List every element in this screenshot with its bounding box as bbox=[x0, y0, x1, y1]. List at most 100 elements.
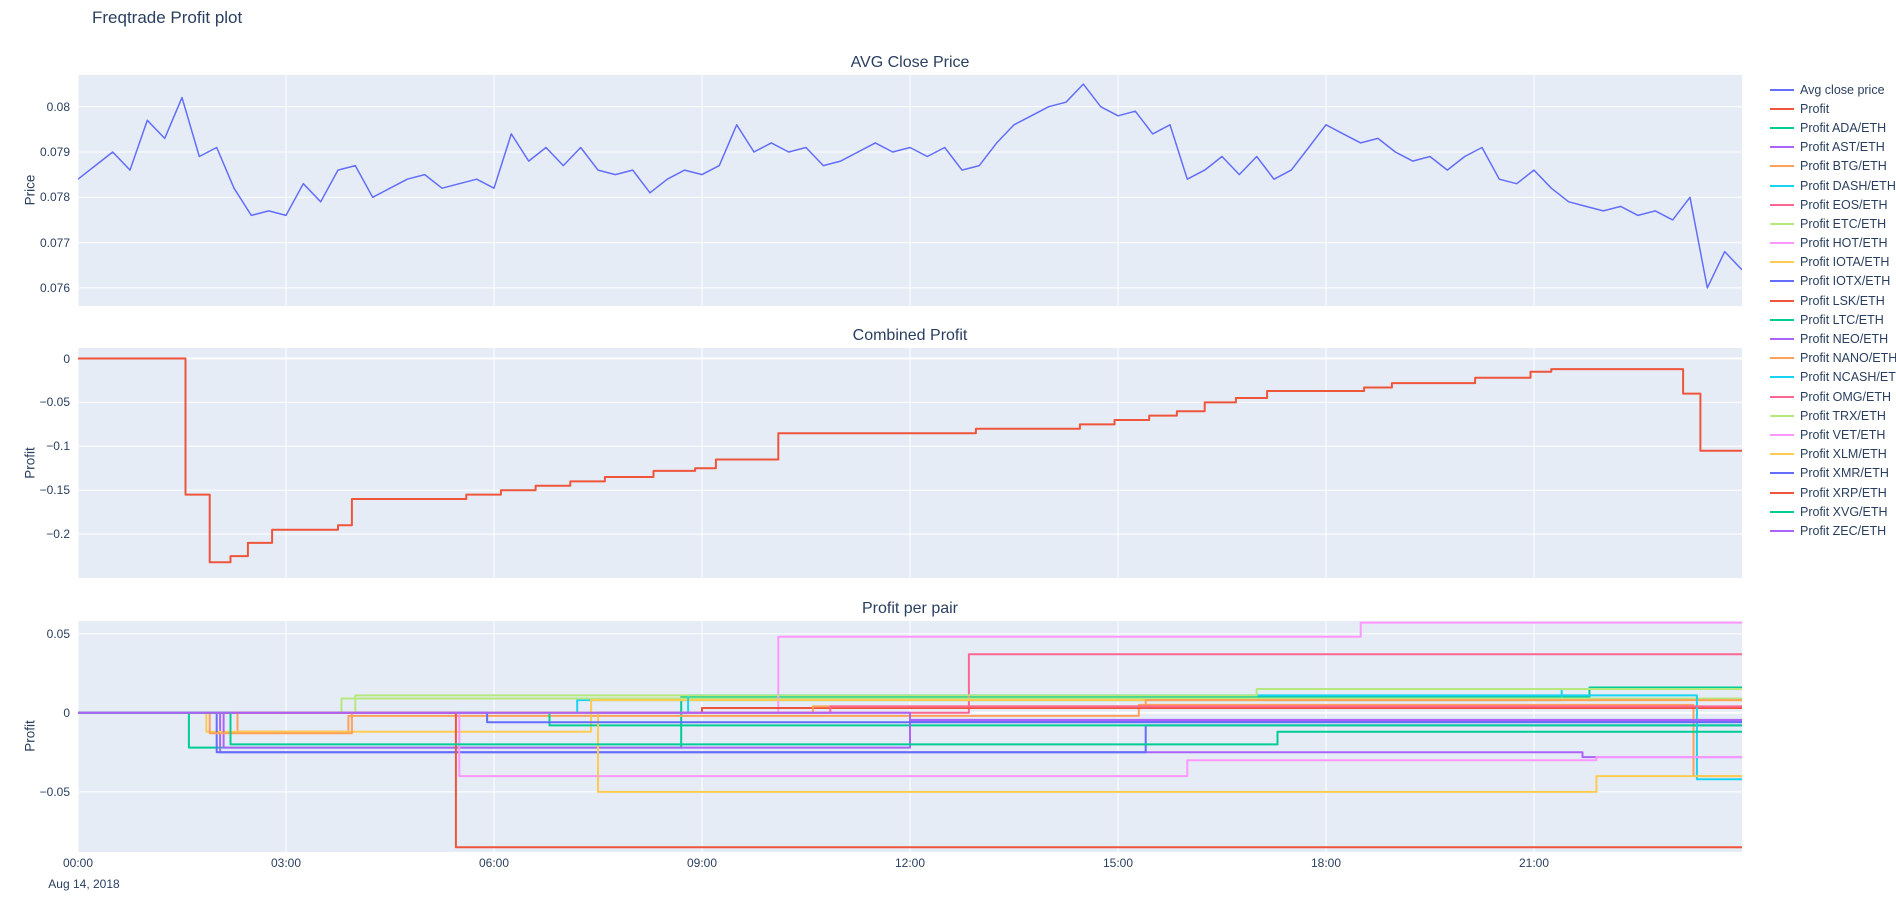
y-tick-label: 0.05 bbox=[46, 626, 70, 641]
legend-item-profit-ast-eth[interactable]: Profit AST/ETH bbox=[1770, 138, 1896, 157]
x-tick-label: 15:00 bbox=[1102, 856, 1134, 870]
legend-line-swatch bbox=[1770, 318, 1794, 321]
x-tick-label: 12:00 bbox=[894, 856, 926, 870]
legend-label: Profit XVG/ETH bbox=[1800, 504, 1888, 519]
legend-item-profit-ncash-eth[interactable]: Profit NCASH/ETH bbox=[1770, 368, 1896, 387]
x-tick-label: 18:00 bbox=[1310, 856, 1342, 870]
legend-item-profit-xvg-eth[interactable]: Profit XVG/ETH bbox=[1770, 502, 1896, 521]
page-title: Freqtrade Profit plot bbox=[92, 8, 243, 27]
legend-label: Profit ADA/ETH bbox=[1800, 120, 1887, 135]
legend-item-profit-iota-eth[interactable]: Profit IOTA/ETH bbox=[1770, 253, 1896, 272]
legend-label: Profit NANO/ETH bbox=[1800, 351, 1896, 366]
y-tick-label: 0.077 bbox=[39, 235, 70, 250]
legend-item-profit-lsk-eth[interactable]: Profit LSK/ETH bbox=[1770, 291, 1896, 310]
y-tick-label: 0.08 bbox=[46, 99, 70, 114]
subplot-title-combined-profit: Combined Profit bbox=[852, 327, 968, 344]
y-tick-label: 0 bbox=[63, 351, 70, 366]
y-tick-label: −0.1 bbox=[46, 439, 70, 454]
legend-label: Profit XLM/ETH bbox=[1800, 447, 1887, 462]
legend-label: Avg close price bbox=[1800, 82, 1885, 97]
combined-profit-plot[interactable] bbox=[78, 348, 1742, 578]
legend-item-profit-neo-eth[interactable]: Profit NEO/ETH bbox=[1770, 329, 1896, 348]
legend-line-swatch bbox=[1770, 261, 1794, 264]
legend-label: Profit TRX/ETH bbox=[1800, 408, 1886, 423]
legend-line-swatch bbox=[1770, 395, 1794, 398]
legend-item-profit-ltc-eth[interactable]: Profit LTC/ETH bbox=[1770, 310, 1896, 329]
x-tick-label: 09:00 bbox=[686, 856, 718, 870]
y-tick-label: 0.078 bbox=[39, 190, 70, 205]
profit-per-pair-plot[interactable] bbox=[78, 621, 1742, 852]
y-tick-label: −0.2 bbox=[46, 527, 70, 542]
legend-label: Profit ZEC/ETH bbox=[1800, 523, 1887, 538]
legend-item-profit[interactable]: Profit bbox=[1770, 99, 1896, 118]
legend-line-swatch bbox=[1770, 357, 1794, 360]
legend-line-swatch bbox=[1770, 414, 1794, 417]
legend-label: Profit IOTX/ETH bbox=[1800, 274, 1891, 289]
legend-line-swatch bbox=[1770, 242, 1794, 245]
legend-item-profit-ada-eth[interactable]: Profit ADA/ETH bbox=[1770, 118, 1896, 137]
legend-label: Profit BTG/ETH bbox=[1800, 159, 1887, 174]
legend-item-profit-dash-eth[interactable]: Profit DASH/ETH bbox=[1770, 176, 1896, 195]
legend-label: Profit ETC/ETH bbox=[1800, 216, 1887, 231]
legend-item-profit-nano-eth[interactable]: Profit NANO/ETH bbox=[1770, 349, 1896, 368]
legend-item-avg-close-price[interactable]: Avg close price bbox=[1770, 80, 1896, 99]
legend-item-profit-xlm-eth[interactable]: Profit XLM/ETH bbox=[1770, 445, 1896, 464]
legend-line-swatch bbox=[1770, 491, 1794, 494]
legend-label: Profit AST/ETH bbox=[1800, 140, 1885, 155]
x-tick-label: 03:00 bbox=[270, 856, 302, 870]
subplot-title-avg-close-price: AVG Close Price bbox=[850, 54, 970, 71]
legend: Avg close price Profit Profit ADA/ETH Profi… bbox=[1770, 80, 1896, 541]
legend-line-swatch bbox=[1770, 184, 1794, 187]
y-tick-label: 0 bbox=[63, 705, 70, 720]
x-tick-label: 06:00 bbox=[478, 856, 510, 870]
legend-item-profit-trx-eth[interactable]: Profit TRX/ETH bbox=[1770, 406, 1896, 425]
subplot-title-profit-per-pair: Profit per pair bbox=[861, 600, 959, 617]
legend-item-profit-omg-eth[interactable]: Profit OMG/ETH bbox=[1770, 387, 1896, 406]
legend-line-swatch bbox=[1770, 126, 1794, 129]
legend-item-profit-etc-eth[interactable]: Profit ETC/ETH bbox=[1770, 214, 1896, 233]
y-axis-title-profit-per-pair: Profit bbox=[22, 720, 38, 752]
legend-label: Profit HOT/ETH bbox=[1800, 236, 1888, 251]
legend-line-swatch bbox=[1770, 222, 1794, 225]
legend-label: Profit DASH/ETH bbox=[1800, 178, 1896, 193]
legend-line-swatch bbox=[1770, 472, 1794, 475]
legend-line-swatch bbox=[1770, 165, 1794, 168]
legend-item-profit-xrp-eth[interactable]: Profit XRP/ETH bbox=[1770, 483, 1896, 502]
legend-item-profit-iotx-eth[interactable]: Profit IOTX/ETH bbox=[1770, 272, 1896, 291]
legend-label: Profit LSK/ETH bbox=[1800, 293, 1885, 308]
legend-label: Profit EOS/ETH bbox=[1800, 197, 1888, 212]
legend-label: Profit LTC/ETH bbox=[1800, 312, 1884, 327]
legend-line-swatch bbox=[1770, 280, 1794, 283]
x-tick-label: 00:00 bbox=[62, 856, 94, 870]
legend-label: Profit NCASH/ETH bbox=[1800, 370, 1896, 385]
legend-line-swatch bbox=[1770, 529, 1794, 532]
legend-line-swatch bbox=[1770, 203, 1794, 206]
legend-item-profit-zec-eth[interactable]: Profit ZEC/ETH bbox=[1770, 521, 1896, 540]
legend-label: Profit bbox=[1800, 101, 1830, 116]
x-axis-date-label: Aug 14, 2018 bbox=[48, 877, 120, 891]
legend-label: Profit NEO/ETH bbox=[1800, 332, 1889, 347]
legend-line-swatch bbox=[1770, 510, 1794, 513]
legend-label: Profit VET/ETH bbox=[1800, 427, 1886, 442]
legend-line-swatch bbox=[1770, 453, 1794, 456]
y-tick-label: −0.15 bbox=[39, 483, 70, 498]
y-tick-label: −0.05 bbox=[39, 784, 70, 799]
legend-label: Profit OMG/ETH bbox=[1800, 389, 1891, 404]
legend-item-profit-eos-eth[interactable]: Profit EOS/ETH bbox=[1770, 195, 1896, 214]
y-tick-label: 0.079 bbox=[39, 145, 70, 159]
avg-close-price-plot[interactable] bbox=[78, 75, 1742, 306]
legend-line-swatch bbox=[1770, 299, 1794, 302]
legend-item-profit-hot-eth[interactable]: Profit HOT/ETH bbox=[1770, 234, 1896, 253]
legend-item-profit-btg-eth[interactable]: Profit BTG/ETH bbox=[1770, 157, 1896, 176]
legend-label: Profit XMR/ETH bbox=[1800, 466, 1889, 481]
legend-line-swatch bbox=[1770, 376, 1794, 379]
legend-item-profit-vet-eth[interactable]: Profit VET/ETH bbox=[1770, 425, 1896, 444]
x-tick-label: 21:00 bbox=[1518, 856, 1550, 870]
legend-line-swatch bbox=[1770, 88, 1794, 91]
y-tick-label: −0.05 bbox=[39, 395, 70, 410]
legend-line-swatch bbox=[1770, 146, 1794, 149]
legend-line-swatch bbox=[1770, 433, 1794, 436]
legend-item-profit-xmr-eth[interactable]: Profit XMR/ETH bbox=[1770, 464, 1896, 483]
legend-line-swatch bbox=[1770, 338, 1794, 341]
